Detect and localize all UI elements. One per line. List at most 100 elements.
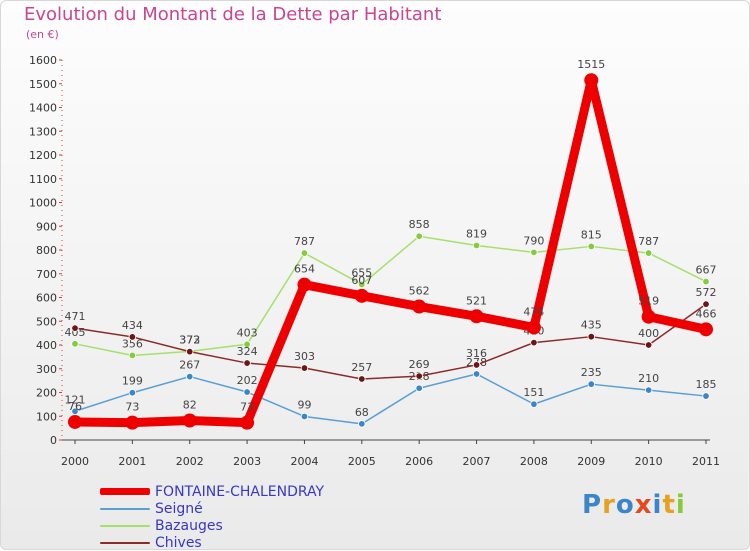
data-label: 815 [581,228,602,241]
data-label: 858 [409,218,430,231]
legend-label: Seigné [155,500,203,517]
legend: FONTAINE-CHALENDRAY Seigné Bazauges Chives [100,483,324,551]
logo-letter: r [602,490,616,520]
y-tick-label: 1500 [29,78,57,91]
data-label: 356 [122,337,143,350]
data-label: 474 [523,305,544,318]
data-label: 73 [125,401,139,414]
data-point [354,288,369,303]
y-tick-label: 0 [50,434,57,447]
series-line [70,75,711,428]
data-point [300,249,309,257]
data-point [240,415,255,430]
y-tick-label: 400 [36,339,57,352]
data-point [415,372,423,380]
x-tick-label: 2007 [463,455,491,468]
x-tick-label: 2000 [61,455,89,468]
logo-letter: x [634,490,653,520]
y-tick-label: 1400 [29,102,57,115]
data-label: 607 [351,274,372,287]
data-label: 521 [466,294,487,307]
x-tick-label: 2009 [577,455,605,468]
data-label: 235 [581,366,602,379]
data-point [472,361,481,369]
data-point [300,364,309,372]
y-tick-label: 1200 [29,149,57,162]
data-point [300,412,309,421]
y-tick-label: 300 [36,363,57,376]
data-label: 519 [638,295,659,308]
legend-swatch [100,507,150,510]
legend-item: Chives [100,534,324,551]
legend-label: FONTAINE-CHALENDRAY [155,483,325,500]
data-label: 199 [122,375,143,388]
legend-item: FONTAINE-CHALENDRAY [100,483,324,500]
legend-label: Chives [155,534,202,551]
data-label: 434 [122,319,143,332]
data-point [584,73,599,88]
data-point [128,351,137,360]
y-tick-label: 900 [36,220,57,233]
y-tick-label: 700 [36,268,57,281]
data-point [702,277,710,286]
data-label: 654 [294,263,315,276]
logo-letter: i [652,490,663,520]
legend-swatch [100,488,150,495]
data-label: 76 [68,400,82,413]
data-point [125,415,140,430]
data-label: 471 [65,310,86,323]
x-tick-label: 2002 [176,455,204,468]
y-tick-label: 1300 [29,125,57,138]
data-label: 269 [409,358,430,371]
data-label: 667 [696,264,717,277]
proxiti-logo: Proxiti [582,490,686,520]
data-label: 373 [179,333,200,346]
data-label: 202 [237,374,258,387]
chart-title: Evolution du Montant de la Dette par Hab… [24,4,442,25]
data-point [358,420,366,428]
data-label: 572 [696,286,717,299]
data-point [243,388,251,396]
data-point [186,347,194,356]
series-fontaine-chalendray: 76 73 82 73 654 607 562 521 474 1515 519 466 [68,58,717,430]
data-point [358,375,366,383]
data-label: 68 [355,406,369,419]
data-label: 303 [294,350,315,363]
data-label: 819 [466,227,487,240]
x-tick-label: 2010 [635,455,663,468]
series-line [74,303,707,380]
logo-letter: o [615,490,635,520]
data-label: 267 [179,359,200,372]
data-label: 1515 [577,58,605,71]
data-point [68,414,82,429]
data-point [644,341,653,349]
series-line [74,373,707,425]
data-point [71,407,79,415]
y-tick-label: 200 [36,387,57,400]
data-point [699,322,713,337]
data-point [469,309,484,324]
y-tick-label: 1000 [29,197,57,210]
data-label: 82 [183,399,197,412]
data-point [358,280,366,289]
data-point [472,370,481,378]
y-tick-label: 800 [36,244,57,257]
x-tick-label: 2008 [520,455,548,468]
data-label: 435 [581,319,602,332]
data-label: 787 [294,235,315,248]
series-line [74,235,707,357]
x-tick-label: 2011 [692,455,720,468]
data-point [415,384,423,392]
legend-swatch [100,524,150,527]
data-label: 210 [638,372,659,385]
data-label: 185 [696,378,717,391]
y-tick-label: 500 [36,315,57,328]
data-label: 787 [638,235,659,248]
data-label: 324 [237,345,258,358]
unit-label: (en €) [26,28,59,41]
legend-item: Bazauges [100,517,324,534]
data-point [530,338,538,347]
legend-item: Seigné [100,500,324,517]
data-label: 73 [240,401,254,414]
